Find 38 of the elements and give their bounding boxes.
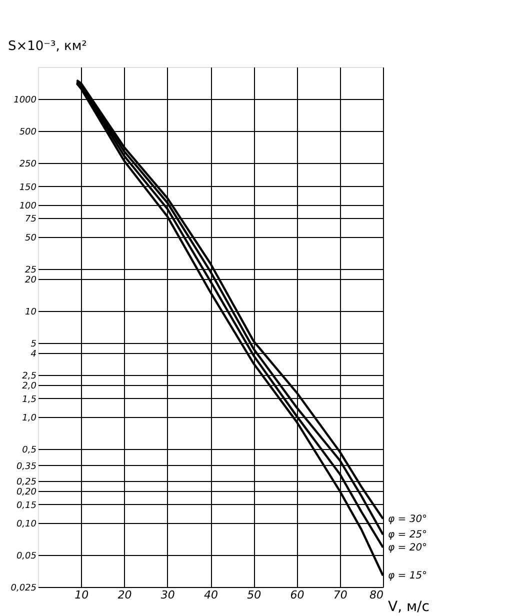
y-tick-label: 250 [19, 159, 37, 170]
y-tick-label: 75 [25, 214, 37, 225]
y-tick-label: 4 [30, 350, 37, 360]
y-tick-label: 1,5 [22, 394, 37, 405]
y-tick-label: 10 [25, 308, 37, 318]
y-tick-label: 0,20 [16, 488, 37, 498]
series-label: φ = 30° [388, 514, 428, 525]
series-label: φ = 25° [388, 530, 428, 541]
y-tick-label: 0,05 [16, 552, 37, 562]
y-tick-label: 2,5 [22, 371, 37, 382]
x-axis-title: V, м/с [388, 599, 430, 615]
y-tick-label: 1,0 [22, 414, 37, 424]
y-tick-label: 1000 [14, 95, 37, 106]
y-tick-label: 0,5 [22, 446, 37, 456]
y-tick-label: 500 [19, 127, 37, 138]
y-axis-title: S×10⁻³, км² [8, 39, 87, 54]
x-tick-label: 20 [118, 588, 132, 602]
y-tick-label: 0,10 [16, 520, 37, 530]
y-tick-label: 50 [25, 233, 37, 244]
x-tick-label: 40 [204, 588, 218, 602]
x-tick-label: 80 [370, 588, 384, 602]
x-tick-label: 50 [247, 588, 262, 602]
y-tick-label: 0,025 [10, 584, 37, 594]
y-tick-label: 0,25 [16, 477, 37, 488]
y-tick-label: 150 [19, 182, 37, 193]
series-label: φ = 20° [388, 542, 428, 554]
y-tick-label: 0,15 [16, 500, 37, 511]
x-tick-label: 30 [160, 588, 175, 602]
x-tick-label: 10 [74, 588, 89, 602]
y-tick-label: 0,35 [16, 462, 37, 472]
y-tick-label: 20 [25, 276, 37, 286]
y-tick-label: 100 [19, 201, 37, 212]
series-label: φ = 15° [388, 570, 428, 582]
y-tick-label: 5 [30, 339, 37, 350]
x-tick-label: 70 [333, 588, 348, 602]
y-tick-label: 25 [25, 265, 37, 276]
y-tick-label: 2,0 [22, 382, 37, 392]
x-tick-label: 60 [290, 588, 304, 602]
